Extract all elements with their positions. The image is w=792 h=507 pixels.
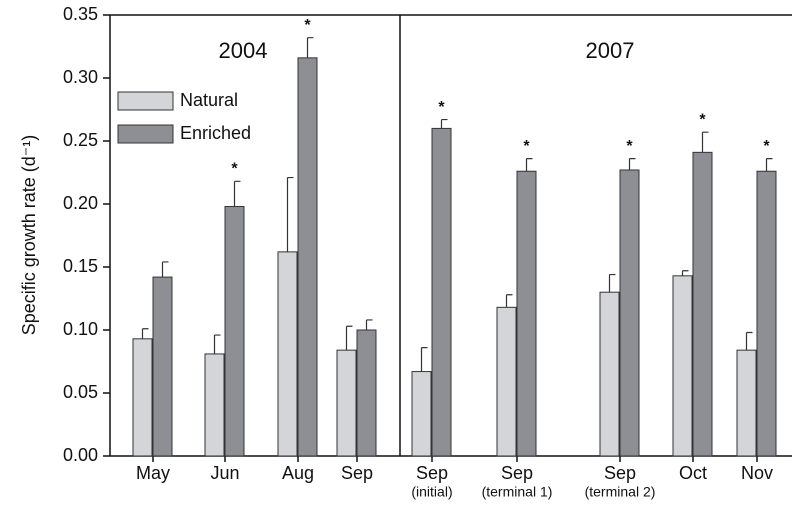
bar: [356, 329, 377, 457]
y-tick-label: 0.15: [63, 256, 98, 276]
error-bar: [765, 158, 773, 172]
panel-label: 2007: [586, 38, 635, 63]
bar: [619, 169, 640, 457]
legend-label: Enriched: [180, 123, 251, 143]
error-bar: [608, 273, 616, 293]
y-tick-label: 0.05: [63, 382, 98, 402]
bar: [736, 349, 757, 457]
y-tick-label: 0.00: [63, 445, 98, 465]
bar: [496, 306, 517, 457]
x-tick-sublabel: (initial): [411, 484, 452, 500]
significance-marker: *: [699, 111, 706, 128]
significance-marker: *: [438, 99, 445, 116]
legend-label: Natural: [180, 90, 238, 110]
legend-swatch: [117, 124, 174, 144]
significance-marker: *: [304, 17, 311, 34]
x-tick-label: Nov: [741, 463, 773, 483]
significance-marker: *: [626, 138, 633, 155]
x-tick-label: Sep: [501, 463, 533, 483]
significance-marker: *: [231, 161, 238, 178]
x-tick-label: Aug: [282, 463, 314, 483]
bar: [599, 291, 620, 457]
bar: [297, 57, 318, 457]
bar: [204, 353, 225, 457]
x-tick-label: Sep: [416, 463, 448, 483]
bar: [411, 371, 432, 457]
x-tick-sublabel: (terminal 1): [482, 484, 553, 500]
bar: [132, 338, 153, 457]
error-bar: [628, 158, 636, 170]
error-bar: [233, 180, 241, 207]
error-bar: [420, 347, 428, 372]
error-bar: [681, 270, 689, 276]
panel-label: 2004: [219, 38, 268, 63]
bar: [516, 170, 537, 457]
y-tick-label: 0.10: [63, 319, 98, 339]
x-tick-label: Oct: [679, 463, 707, 483]
x-tick-label: May: [136, 463, 170, 483]
error-bar: [701, 131, 709, 153]
x-tick-label: Sep: [604, 463, 636, 483]
error-bar: [440, 118, 448, 129]
y-tick-label: 0.30: [63, 67, 98, 87]
y-tick-label: 0.25: [63, 130, 98, 150]
bar: [692, 151, 713, 457]
error-bar: [365, 319, 373, 330]
y-tick-label: 0.20: [63, 193, 98, 213]
x-tick-label: Sep: [341, 463, 373, 483]
error-bar: [161, 261, 169, 278]
error-bar: [345, 325, 353, 351]
error-bar: [505, 294, 513, 308]
bar: [152, 276, 173, 457]
y-tick-label: 0.35: [63, 4, 98, 24]
bar: [336, 349, 357, 457]
significance-marker: *: [763, 138, 770, 155]
y-axis-label: Specific growth rate (d⁻¹): [19, 135, 39, 336]
bar: [224, 206, 245, 457]
bar: [431, 127, 452, 457]
x-tick-label: Jun: [210, 463, 239, 483]
error-bar: [745, 331, 753, 351]
bar: [277, 251, 298, 457]
error-bar: [306, 37, 314, 58]
error-bar: [286, 176, 294, 252]
bar: [756, 170, 777, 457]
x-tick-sublabel: (terminal 2): [585, 484, 656, 500]
legend-swatch: [117, 91, 174, 111]
error-bar: [213, 334, 221, 354]
error-bar: [525, 158, 533, 172]
bar: [672, 275, 693, 457]
error-bar: [141, 328, 149, 339]
significance-marker: *: [523, 138, 530, 155]
